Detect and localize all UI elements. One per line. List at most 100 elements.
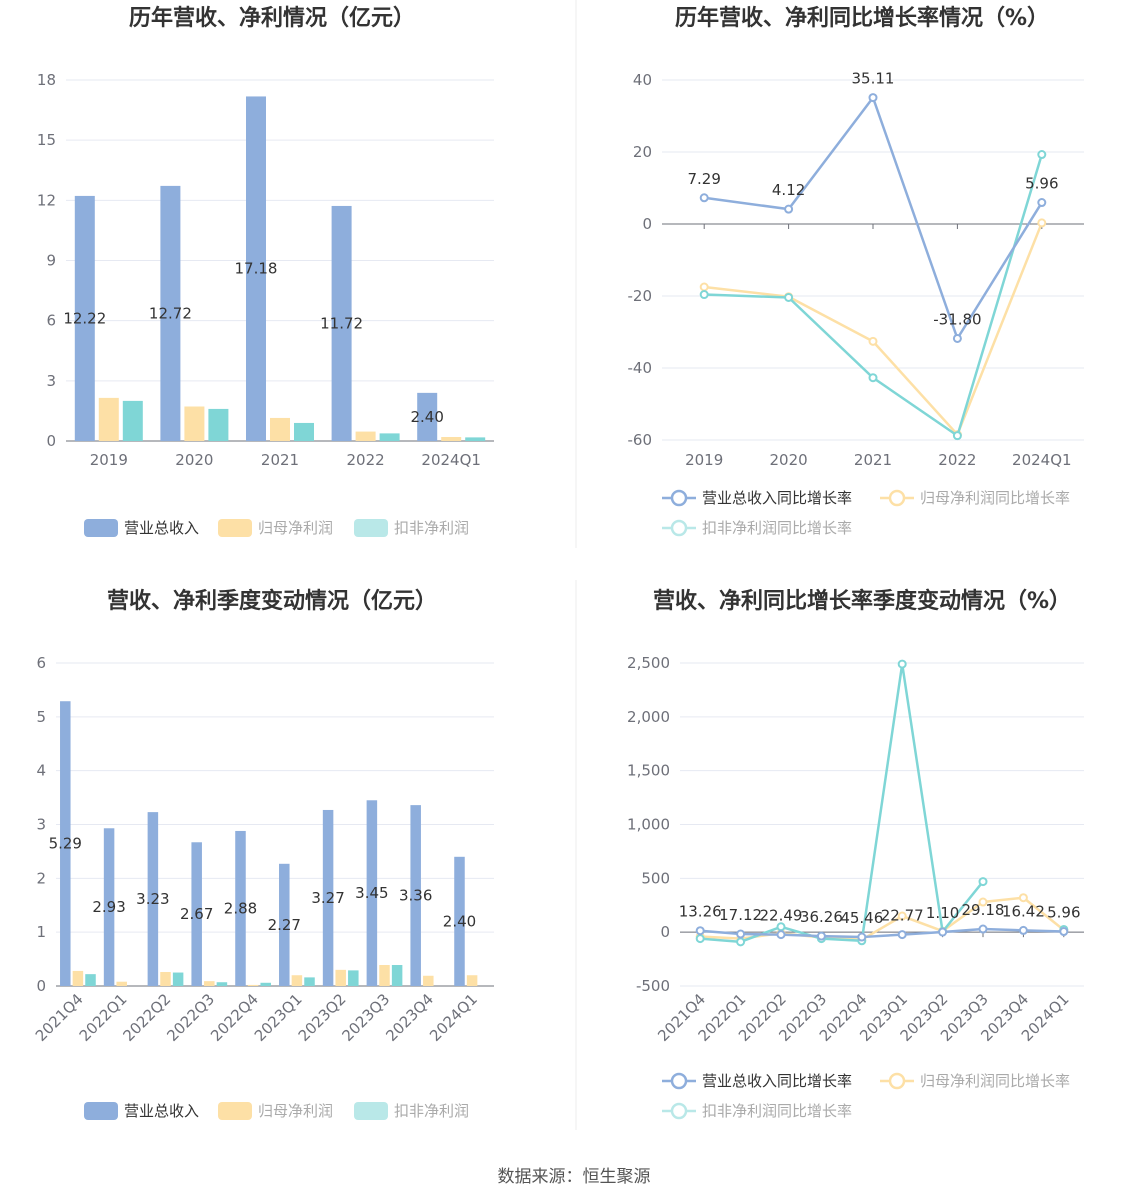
bar-parent-profit bbox=[184, 406, 205, 441]
data-label: 2.40 bbox=[443, 912, 476, 930]
x-tick-label: 2022Q1 bbox=[76, 990, 131, 1045]
chart-title: 历年营收、净利同比增长率情况（%） bbox=[675, 5, 1049, 31]
legend-swatch bbox=[354, 519, 388, 537]
x-tick-label: 2021 bbox=[854, 451, 892, 469]
series-point bbox=[699, 290, 709, 300]
legend-swatch-marker bbox=[670, 1072, 688, 1090]
bar-parent-profit bbox=[379, 965, 390, 986]
legend-item[interactable]: 营业总收入同比增长率 bbox=[662, 489, 852, 507]
legend-label: 营业总收入同比增长率 bbox=[702, 489, 852, 507]
bar-deducted-profit bbox=[348, 970, 359, 986]
series-line-revenue bbox=[704, 94, 1043, 342]
legend-item[interactable]: 营业总收入 bbox=[84, 519, 199, 537]
bar-parent-profit bbox=[466, 975, 478, 986]
bar-parent-profit bbox=[72, 970, 84, 986]
x-tick-label: 2023Q3 bbox=[339, 990, 394, 1045]
data-label: 22.49 bbox=[760, 907, 803, 925]
y-tick-label: 6 bbox=[36, 654, 46, 672]
bar-deducted-profit bbox=[465, 437, 486, 441]
legend-item[interactable]: 扣非净利润同比增长率 bbox=[662, 519, 852, 537]
legend-label: 归母净利润同比增长率 bbox=[920, 1072, 1070, 1090]
series-point bbox=[952, 431, 962, 441]
legend-label: 扣非净利润同比增长率 bbox=[702, 519, 852, 537]
legend-swatch-marker bbox=[670, 519, 688, 537]
y-tick-label: -500 bbox=[636, 977, 670, 995]
y-tick-label: 12 bbox=[37, 191, 56, 209]
legend-item[interactable]: 营业总收入 bbox=[84, 1102, 199, 1120]
legend-label: 营业总收入 bbox=[124, 519, 199, 537]
legend-item[interactable]: 归母净利润 bbox=[218, 519, 333, 537]
legend-item[interactable]: 归母净利润同比增长率 bbox=[880, 1072, 1070, 1090]
legend-label: 归母净利润 bbox=[258, 519, 333, 537]
series-point bbox=[897, 911, 907, 921]
bar-parent-profit bbox=[98, 397, 119, 441]
data-label: 5.96 bbox=[1047, 904, 1080, 922]
x-tick-label: 2024Q1 bbox=[1012, 451, 1072, 469]
legend-label: 扣非净利润同比增长率 bbox=[702, 1102, 852, 1120]
data-label: 3.27 bbox=[311, 889, 344, 907]
legend-item[interactable]: 营业总收入同比增长率 bbox=[662, 1072, 852, 1090]
bar-deducted-profit bbox=[294, 422, 314, 441]
series-line-revenue bbox=[700, 927, 1064, 939]
data-label: 5.96 bbox=[1025, 175, 1058, 193]
legend-item[interactable]: 扣非净利润 bbox=[354, 1102, 469, 1120]
series-point bbox=[695, 926, 705, 936]
legend-swatch bbox=[218, 1102, 252, 1120]
x-tick-label: 2022Q4 bbox=[207, 990, 262, 1045]
bar-revenue bbox=[246, 96, 266, 441]
data-label: 5.29 bbox=[49, 835, 82, 853]
series-point bbox=[695, 934, 705, 944]
legend-swatch-marker bbox=[670, 1102, 688, 1120]
data-label: 45.46 bbox=[840, 909, 883, 927]
annual-amount-chart: 历年营收、净利情况（亿元） 0 3 6 9 12 15 18 2019 2020 2021 2022 2… bbox=[37, 5, 494, 537]
bar-revenue bbox=[279, 863, 290, 986]
data-label: 36.26 bbox=[800, 908, 843, 926]
legend-item[interactable]: 扣非净利润 bbox=[354, 519, 469, 537]
series-point bbox=[784, 204, 794, 214]
bar-revenue bbox=[417, 392, 438, 441]
chart-title: 营收、净利同比增长率季度变动情况（%） bbox=[653, 588, 1071, 614]
y-tick-label: 0 bbox=[642, 215, 652, 233]
x-tick-label: 2022Q2 bbox=[120, 990, 175, 1045]
x-tick-label: 2022Q3 bbox=[163, 990, 218, 1045]
x-tick-label: 2019 bbox=[685, 451, 723, 469]
data-label: 16.42 bbox=[1002, 902, 1045, 920]
x-tick-label: 2021Q4 bbox=[32, 990, 87, 1045]
legend-swatch-marker bbox=[888, 1072, 906, 1090]
bar-deducted-profit bbox=[260, 982, 271, 986]
series-point bbox=[868, 93, 878, 103]
legend-item[interactable]: 归母净利润 bbox=[218, 1102, 333, 1120]
data-label: 17.12 bbox=[719, 906, 762, 924]
y-tick-label: 40 bbox=[633, 71, 652, 89]
series-point bbox=[938, 927, 948, 937]
y-tick-label: 3 bbox=[36, 816, 46, 834]
bar-parent-profit bbox=[270, 417, 290, 441]
data-label: -31.80 bbox=[933, 310, 981, 328]
chart-title: 历年营收、净利情况（亿元） bbox=[129, 5, 415, 31]
y-tick-label: -40 bbox=[628, 359, 653, 377]
data-label: 7.29 bbox=[687, 170, 720, 188]
legend-label: 扣非净利润 bbox=[394, 1102, 469, 1120]
series-point bbox=[736, 929, 746, 939]
series-point bbox=[1018, 925, 1028, 935]
series-line-deducted-profit bbox=[704, 154, 1043, 438]
x-tick-label: 2023Q2 bbox=[295, 990, 350, 1045]
legend-item[interactable]: 扣非净利润同比增长率 bbox=[662, 1102, 852, 1120]
x-tick-label: 2024Q1 bbox=[421, 451, 481, 469]
x-tick-label: 2020 bbox=[770, 451, 808, 469]
bar-parent-profit bbox=[291, 975, 303, 986]
data-label: 2.27 bbox=[268, 916, 301, 934]
chart-title: 营收、净利季度变动情况（亿元） bbox=[107, 588, 437, 614]
annual-growth-chart: 历年营收、净利同比增长率情况（%） -60 -40 -20 0 20 40 2019 2020 2… bbox=[628, 5, 1084, 537]
y-tick-label: 0 bbox=[36, 977, 46, 995]
data-label: 11.72 bbox=[320, 314, 363, 332]
bar-deducted-profit bbox=[304, 977, 315, 986]
data-label: 29.18 bbox=[962, 901, 1005, 919]
data-source-footer: 数据来源：恒生聚源 bbox=[498, 1167, 651, 1187]
legend-item[interactable]: 归母净利润同比增长率 bbox=[880, 489, 1070, 507]
series-point bbox=[1037, 198, 1047, 208]
y-tick-label: 0 bbox=[46, 432, 56, 450]
bar-deducted-profit bbox=[208, 408, 229, 441]
x-tick-label: 2023Q1 bbox=[251, 990, 306, 1045]
